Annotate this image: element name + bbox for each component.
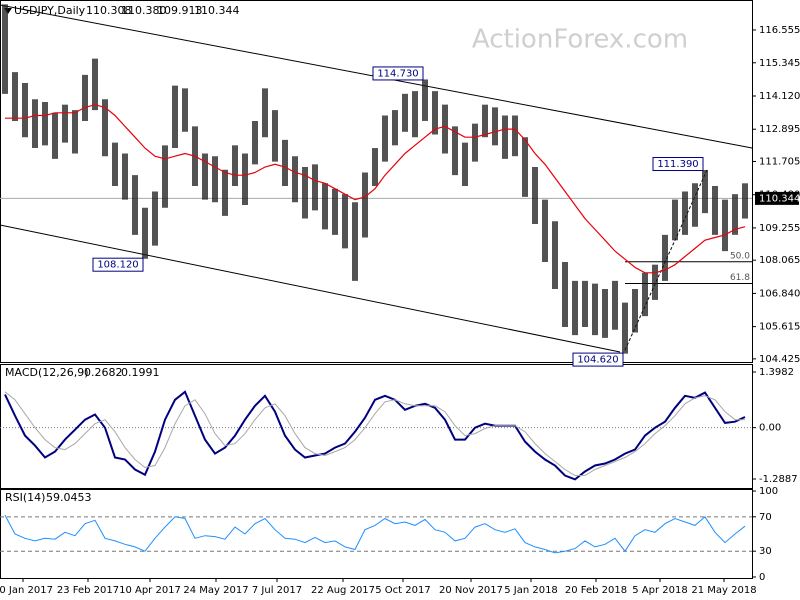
macd-value: 0.2682 [84,366,123,379]
annotation-label: 104.620 [577,355,618,366]
x-tick-label: 22 Aug 2017 [311,585,375,596]
x-tick-label: 20 Feb 2018 [565,585,627,596]
price-label: 110.344 [759,193,800,204]
annotation-box [372,66,424,81]
y-tick-label: 111.705 [759,156,800,167]
y-tick-label: 0.00 [759,423,781,434]
y-tick-label: 106.840 [759,288,800,299]
watermark: ActionForex.com [472,25,688,55]
price-box [755,191,799,205]
rsi-panel [0,489,753,579]
annotation-label: 114.730 [377,68,418,79]
x-tick-label: 5 Jan 2018 [504,585,558,596]
annotation-box [572,352,624,367]
y-tick-label: 30 [759,546,772,557]
x-tick-label: 5 Apr 2018 [632,585,687,596]
x-tick-label: 20 Nov 2017 [439,585,503,596]
indicator-line [4,514,746,554]
annotation-label: 111.390 [657,159,698,170]
signal-value: 0.1991 [121,366,160,379]
y-tick-label: 109.255 [759,223,800,234]
quote-low: 109.913 [157,4,203,17]
rsi-title: RSI(14) [5,491,45,504]
fib-swing-line [624,169,708,351]
channel-lower [0,224,621,353]
indicator-line [4,391,745,476]
y-tick-label: 108.065 [759,255,800,266]
x-tick-label: 21 May 2018 [691,585,756,596]
x-tick-label: 24 May 2017 [183,585,248,596]
y-tick-label: 70 [759,512,772,523]
annotation-box [92,257,144,272]
y-tick-label: 0 [759,572,765,583]
y-tick-label: 1.3982 [759,367,794,378]
y-tick-label: -1.2887 [759,474,798,485]
annotation-box [652,157,704,172]
quote-close: 110.344 [194,4,240,17]
fib-label: 61.8 [730,273,750,283]
y-tick-label: 100 [759,486,778,497]
quote-high: 110.380 [121,4,167,17]
moving-average [5,104,746,274]
x-tick-label: 10 Apr 2017 [119,585,181,596]
y-tick-label: 116.555 [759,25,800,36]
y-tick-label: 114.120 [759,91,800,102]
quote-open: 110.308 [86,4,132,17]
x-tick-label: 10 Jan 2017 [0,585,53,596]
chart-title: USDJPY,Daily [14,4,86,17]
annotation-label: 108.120 [97,260,138,271]
y-tick-label: 105.615 [759,322,800,333]
y-tick-label: 112.895 [759,124,800,135]
fib-label: 50.0 [730,251,750,261]
indicator-line [4,390,746,481]
x-tick-label: 7 Jul 2017 [252,585,302,596]
y-tick-label: 115.345 [759,58,800,69]
x-tick-label: 5 Oct 2017 [375,585,430,596]
price-panel [0,0,753,363]
macd-title: MACD(12,26,9) [5,366,89,379]
y-tick-label: 104.425 [759,354,800,365]
macd-panel [0,364,753,489]
rsi-value: 59.0453 [46,491,92,504]
x-tick-label: 23 Feb 2017 [57,585,119,596]
